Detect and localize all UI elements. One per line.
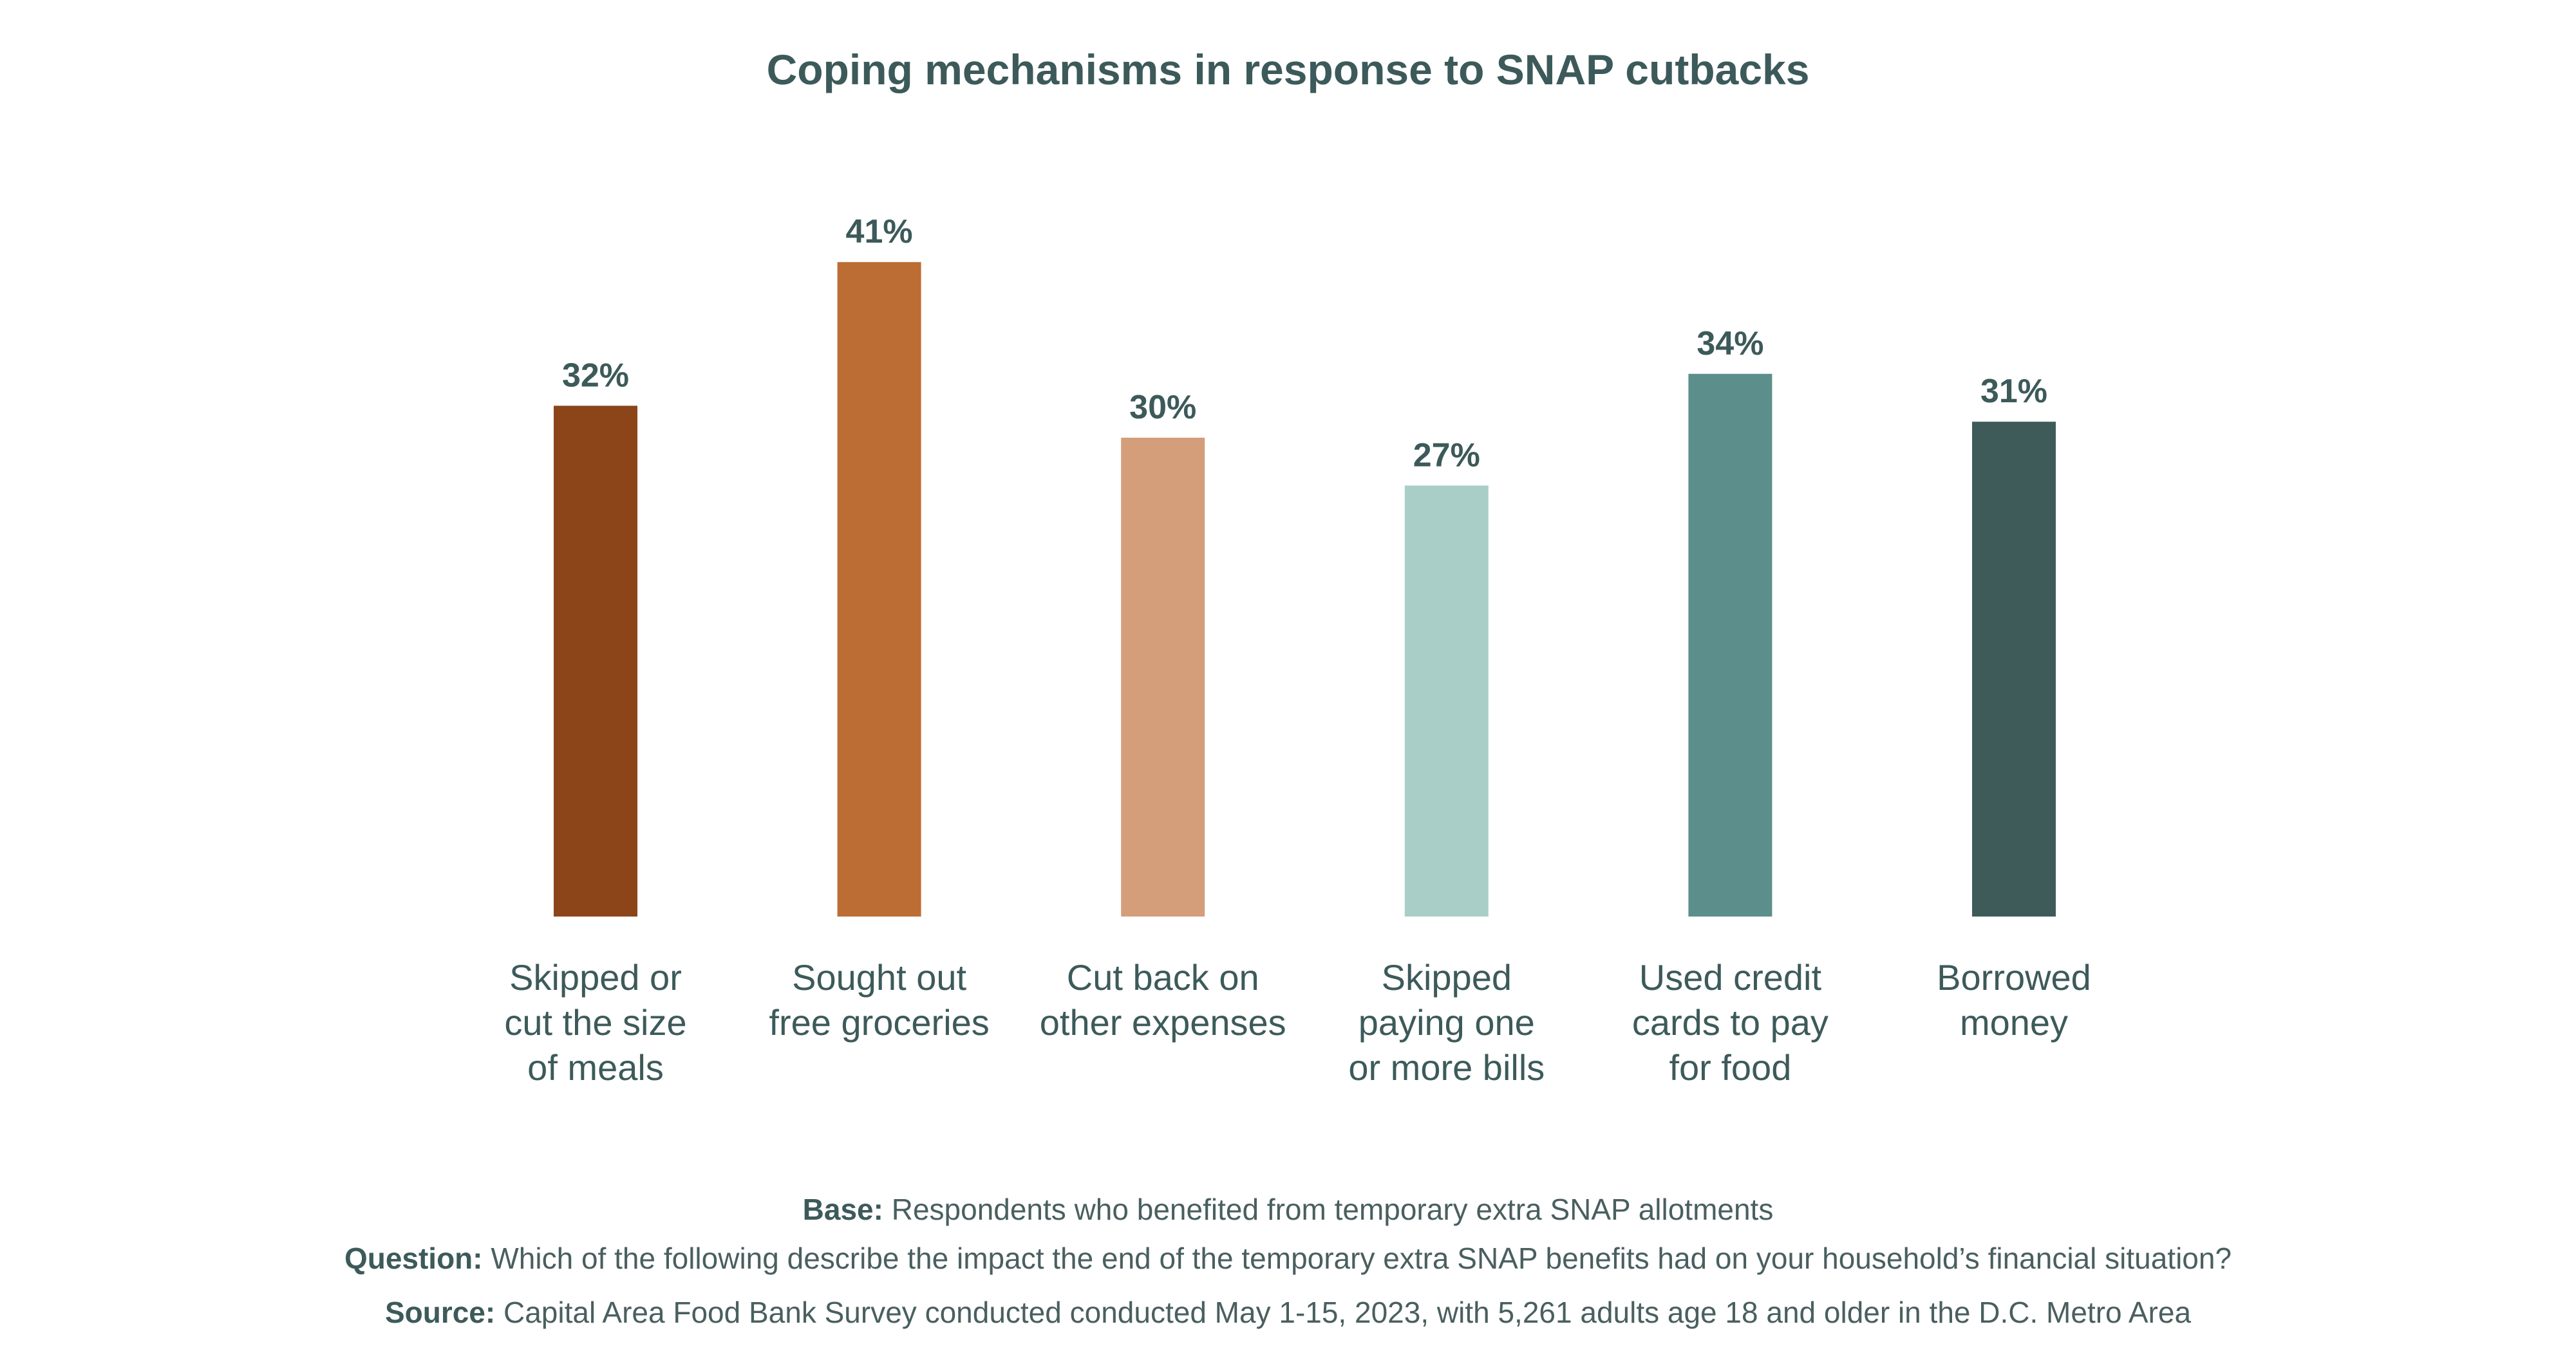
category-label-line: for food	[1669, 1047, 1791, 1088]
category-label: Sought out free groceries	[769, 957, 989, 1043]
footnote-source: Source: Capital Area Food Bank Survey co…	[0, 1295, 2576, 1330]
category-label: Used credit cards to pay for food	[1632, 957, 1829, 1088]
category-label-line: Sought out	[792, 957, 966, 998]
bar	[1972, 422, 2056, 917]
category-label-line: other expenses	[1040, 1002, 1286, 1043]
category-label: Borrowed money	[1937, 957, 2091, 1043]
footnote-source-label: Source:	[384, 1296, 496, 1329]
footnote-source-text: Capital Area Food Bank Survey conducted …	[503, 1296, 2192, 1329]
bar	[554, 405, 637, 917]
data-label: 32%	[562, 357, 629, 394]
footnote-base-text: Respondents who benefited from temporary…	[891, 1193, 1774, 1226]
bar	[1404, 485, 1489, 917]
category-label: Skipped paying one or more bills	[1348, 957, 1545, 1088]
category-label-line: of meals	[527, 1047, 664, 1088]
footnote-question: Question: Which of the following describ…	[0, 1241, 2576, 1276]
category-label: Skipped or cut the size of meals	[504, 957, 686, 1088]
category-label-line: cards to pay	[1632, 1002, 1829, 1043]
data-label: 30%	[1129, 389, 1196, 426]
data-label: 41%	[846, 213, 913, 250]
category-label-line: free groceries	[769, 1002, 989, 1043]
category-label-line: Used credit	[1639, 957, 1822, 998]
bar	[1121, 438, 1205, 917]
footnote-question-text: Which of the following describe the impa…	[491, 1242, 2232, 1275]
category-label: Cut back on other expenses	[1040, 957, 1286, 1043]
bar	[1688, 373, 1772, 917]
footnote-base: Base: Respondents who benefited from tem…	[0, 1192, 2576, 1227]
footnote-question-label: Question:	[344, 1242, 483, 1275]
data-label: 31%	[1980, 373, 2047, 410]
category-labels-layer: Skipped or cut the size of meals Sought out…	[504, 957, 2091, 1088]
bars-layer	[554, 262, 2056, 917]
data-label: 34%	[1697, 325, 1763, 362]
category-label-line: paying one	[1359, 1002, 1535, 1043]
category-label-line: Borrowed	[1937, 957, 2091, 998]
chart-title: Coping mechanisms in response to SNAP cu…	[766, 46, 1810, 93]
category-label-line: Skipped	[1382, 957, 1512, 998]
category-label-line: Cut back on	[1067, 957, 1259, 998]
data-labels-layer: 32% 41% 30% 27% 34% 31%	[562, 213, 2047, 474]
category-label-line: Skipped or	[509, 957, 682, 998]
category-label-line: cut the size	[504, 1002, 686, 1043]
footnote-base-label: Base:	[802, 1193, 883, 1226]
bar	[837, 262, 921, 917]
category-label-line: or more bills	[1348, 1047, 1545, 1088]
data-label: 27%	[1413, 436, 1480, 474]
category-label-line: money	[1960, 1002, 2068, 1043]
